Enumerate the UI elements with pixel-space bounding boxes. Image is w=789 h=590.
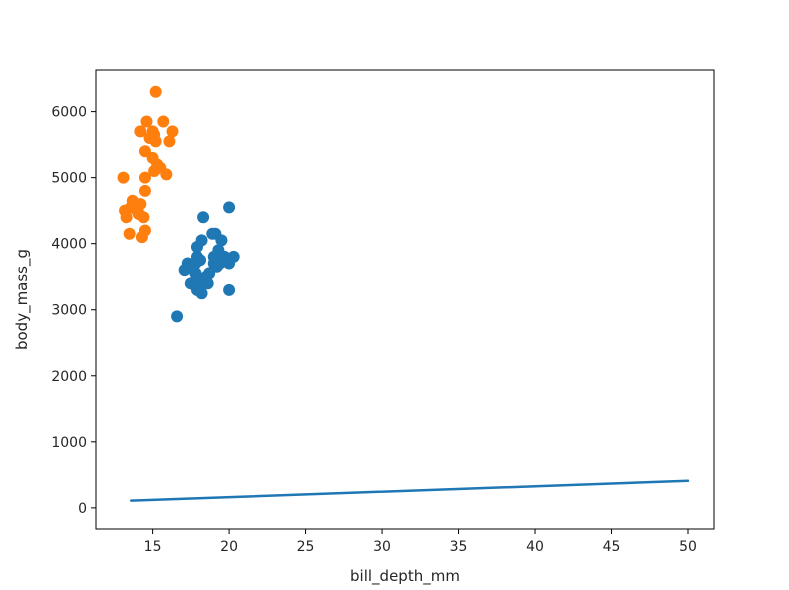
- x-tick-label: 20: [220, 539, 238, 555]
- y-tick-label: 1000: [51, 435, 87, 451]
- data-point: [227, 250, 240, 263]
- data-point: [134, 198, 147, 211]
- x-tick-label: 50: [679, 539, 697, 555]
- data-point: [134, 125, 147, 138]
- data-point: [123, 227, 136, 240]
- plot-frame: [95, 69, 715, 530]
- data-point: [215, 234, 228, 247]
- x-tick-label: 30: [373, 539, 391, 555]
- data-point: [149, 135, 162, 148]
- data-point: [223, 201, 236, 214]
- data-point: [140, 115, 153, 128]
- data-point: [163, 135, 176, 148]
- data-point: [160, 168, 173, 181]
- x-axis-label: bill_depth_mm: [350, 567, 460, 586]
- y-tick-label: 4000: [51, 237, 87, 253]
- x-tick-label: 35: [450, 539, 468, 555]
- x-tick-label: 40: [526, 539, 544, 555]
- data-point: [195, 234, 208, 247]
- data-point: [223, 283, 236, 296]
- y-axis-label: body_mass_g: [13, 249, 32, 350]
- data-point: [194, 254, 207, 267]
- y-tick-label: 6000: [51, 105, 87, 121]
- data-point: [157, 115, 170, 128]
- data-point: [120, 211, 133, 224]
- plot-layer: [117, 85, 690, 502]
- data-point: [171, 310, 184, 323]
- y-tick-label: 2000: [51, 369, 87, 385]
- data-point: [138, 171, 151, 184]
- data-point: [138, 224, 151, 237]
- data-point: [197, 211, 210, 224]
- x-tick-label: 45: [603, 539, 621, 555]
- data-point: [201, 277, 214, 290]
- fit-line: [129, 479, 690, 502]
- x-tick-label: 25: [297, 539, 315, 555]
- y-tick-label: 0: [78, 501, 87, 517]
- data-point: [149, 85, 162, 98]
- data-point: [138, 184, 151, 197]
- data-point: [166, 125, 179, 138]
- x-tick-label: 15: [144, 539, 162, 555]
- y-tick-label: 3000: [51, 303, 87, 319]
- data-point: [195, 287, 208, 300]
- data-point: [117, 171, 130, 184]
- axes-layer: 15 20 25 30 35 40 45 50 0 1000 2000 3000 4000 5000 600…: [51, 105, 697, 555]
- data-point: [137, 211, 150, 224]
- y-tick-label: 5000: [51, 171, 87, 187]
